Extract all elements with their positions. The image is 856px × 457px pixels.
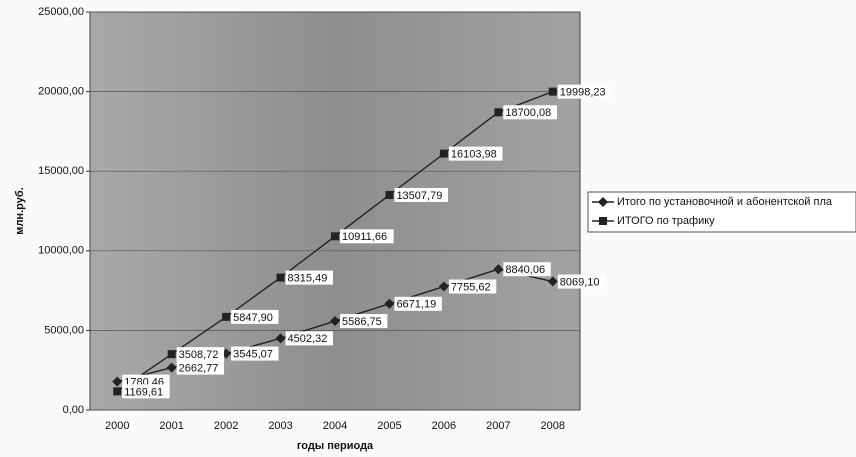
legend-label: ИТОГО по трафику (617, 215, 715, 227)
data-label-box (503, 105, 557, 120)
data-label: 8840,06 (505, 264, 545, 276)
data-label: 8069,10 (560, 276, 600, 288)
data-label: 10911,66 (342, 231, 387, 243)
marker (167, 350, 176, 359)
data-label-box (285, 270, 333, 285)
data-label: 7755,62 (451, 281, 491, 293)
marker (438, 281, 449, 292)
data-label-box (340, 314, 388, 329)
data-label-box (340, 229, 394, 244)
y-tick-label: 5000,00 (44, 324, 84, 336)
x-tick-label: 2002 (214, 420, 238, 432)
data-label: 3545,07 (233, 348, 273, 360)
marker (331, 232, 339, 241)
x-tick-label: 2005 (377, 420, 401, 432)
data-label: 5586,75 (342, 316, 382, 328)
y-tick-label: 20000,00 (38, 86, 84, 98)
y-tick-label: 25000,00 (38, 6, 84, 18)
data-label: 8315,49 (288, 273, 328, 285)
legend-label: Итого по установочной и абонентской пла (617, 196, 833, 208)
marker (439, 149, 448, 158)
marker (112, 376, 123, 387)
x-tick-label: 2008 (541, 420, 565, 432)
data-label-box (176, 360, 225, 375)
data-label-box (448, 279, 497, 294)
data-label: 4502,32 (288, 333, 328, 345)
legend-marker (598, 197, 608, 207)
x-axis-title: годы периода (297, 440, 374, 452)
legend (587, 191, 856, 233)
data-label-box (394, 296, 442, 311)
data-label-box (557, 84, 612, 99)
data-label: 1169,61 (124, 386, 163, 398)
plot-area (89, 11, 581, 411)
data-label-box (176, 347, 225, 362)
data-label: 18700,08 (505, 107, 551, 119)
y-tick-label: 10000,00 (38, 245, 84, 257)
marker (548, 87, 557, 96)
legend-items: Итого по установочной и абонентской пла И… (592, 196, 833, 227)
data-label: 2662,77 (179, 363, 219, 375)
marker (276, 273, 285, 282)
marker (275, 333, 286, 344)
marker (493, 264, 504, 275)
data-label-box (503, 262, 551, 277)
data-label-box (231, 309, 279, 324)
data-label: 13507,79 (396, 190, 442, 202)
data-label-box (448, 146, 503, 161)
data-label-box (285, 331, 333, 346)
x-tick-label: 2000 (105, 420, 129, 432)
y-axis-title: млн.руб. (14, 187, 26, 234)
data-label: 6671,19 (396, 299, 436, 311)
data-label-box (231, 346, 279, 361)
marker (384, 298, 395, 309)
marker (330, 316, 340, 327)
data-label: 3508,72 (179, 349, 219, 361)
y-tick-label: 0,00 (63, 404, 84, 416)
data-label-box (394, 187, 449, 202)
marker (222, 312, 231, 321)
x-tick-label: 2003 (268, 420, 292, 432)
data-label: 16103,98 (451, 149, 497, 161)
data-label-box (557, 274, 606, 289)
legend-marker (599, 217, 607, 225)
x-tick-label: 2001 (159, 420, 183, 432)
data-label-box (122, 384, 170, 399)
data-label: 19998,23 (560, 87, 606, 99)
marker (166, 362, 177, 373)
x-tick-label: 2006 (432, 420, 456, 432)
x-tick-label: 2004 (323, 420, 347, 432)
marker (547, 276, 558, 287)
marker (385, 190, 394, 199)
x-tick-label: 2007 (486, 420, 510, 432)
y-tick-label: 15000,00 (38, 165, 84, 177)
marker (113, 387, 122, 396)
data-label: 5847,90 (233, 312, 273, 324)
marker (494, 108, 503, 117)
